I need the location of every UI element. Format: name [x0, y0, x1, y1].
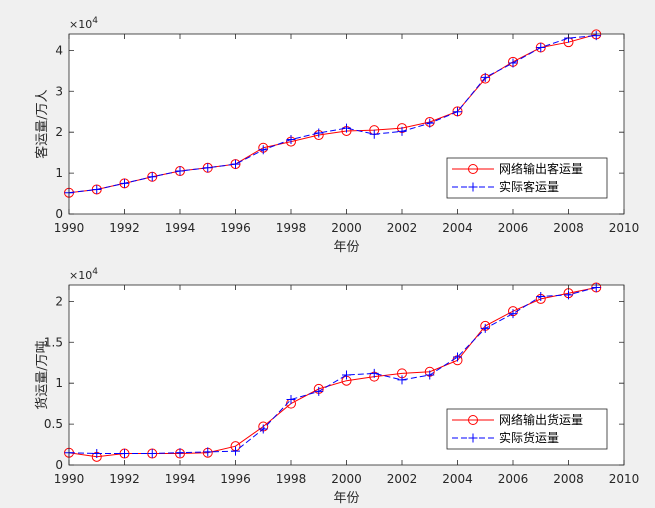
- x-tick-label: 2000: [331, 472, 362, 486]
- y-tick-label: 3: [55, 84, 63, 98]
- x-tick-label: 2002: [387, 221, 418, 235]
- data-point: [231, 159, 240, 169]
- passenger-chart: 1990 1992 1994 1996 1998 2000 2002 2004 2006 2008…: [34, 16, 639, 255]
- data-point: [286, 135, 296, 145]
- data-point: [591, 31, 601, 41]
- x-tick-label: 2010: [609, 221, 640, 235]
- data-point: [258, 424, 268, 434]
- data-point: [92, 449, 102, 459]
- legend-label: 网络输出货运量: [499, 412, 583, 427]
- y-tick-label: 0: [55, 207, 63, 221]
- data-point: [92, 184, 102, 194]
- legend-marker: [468, 433, 478, 443]
- data-point: [231, 446, 240, 456]
- x-tick-label: 1998: [276, 221, 307, 235]
- x-tick-label: 2004: [442, 472, 473, 486]
- x-tick-label: 1998: [276, 472, 307, 486]
- data-point: [453, 107, 462, 117]
- x-axis-label: 年份: [333, 491, 359, 506]
- y-tick-label: 2: [55, 125, 63, 139]
- y-tick-label: 0: [55, 458, 63, 472]
- data-point: [564, 290, 573, 300]
- x-tick-label: 2006: [498, 472, 529, 486]
- data-point: [314, 386, 324, 396]
- data-point: [369, 129, 379, 139]
- legend-marker: [468, 182, 478, 192]
- y-exponent-base: ×10: [69, 269, 92, 282]
- data-point: [369, 368, 379, 378]
- data-point: [480, 323, 490, 333]
- y-tick-label: 0.5: [44, 417, 63, 431]
- x-tick-label: 2010: [609, 472, 640, 486]
- y-tick-label: 1: [55, 166, 63, 180]
- series-line-1: [68, 287, 597, 454]
- y-exponent: ×104: [69, 16, 98, 31]
- data-point: [175, 448, 185, 458]
- data-point: [175, 166, 185, 176]
- data-point: [147, 449, 157, 459]
- y-exponent-power: 4: [92, 267, 98, 277]
- x-tick-label: 1992: [109, 472, 140, 486]
- data-point: [480, 72, 490, 82]
- data-point: [342, 123, 351, 133]
- data-point: [258, 145, 268, 155]
- legend-label: 实际货运量: [499, 430, 559, 445]
- y-axis-label: 货运量/万吨: [34, 340, 50, 409]
- x-tick-label: 1990: [54, 472, 85, 486]
- legend-marker: [468, 415, 478, 425]
- data-point: [203, 447, 213, 457]
- data-point: [397, 375, 407, 385]
- y-tick-label: 4: [55, 43, 63, 57]
- legend-label: 网络输出客运量: [499, 161, 583, 176]
- data-point: [508, 58, 518, 68]
- data-point: [120, 178, 129, 188]
- x-axis-label: 年份: [333, 240, 359, 255]
- series-line-1: [68, 35, 597, 194]
- data-point: [425, 118, 435, 128]
- x-tick-label: 1994: [165, 472, 196, 486]
- y-exponent-power: 4: [92, 16, 98, 26]
- x-tick-label: 1992: [109, 221, 140, 235]
- y-tick-label: 2: [55, 294, 63, 308]
- data-point: [342, 370, 351, 380]
- data-point: [397, 126, 407, 136]
- data-point: [536, 43, 546, 52]
- data-point: [591, 282, 601, 292]
- x-tick-label: 2004: [442, 221, 473, 235]
- data-point: [536, 291, 546, 301]
- y-exponent: ×104: [69, 267, 98, 282]
- data-point: [203, 163, 213, 173]
- y-tick-label: 1: [55, 376, 63, 390]
- x-tick-label: 2000: [331, 221, 362, 235]
- data-point: [147, 172, 157, 182]
- data-point: [314, 128, 324, 138]
- x-tick-label: 2008: [553, 472, 584, 486]
- data-point: [425, 370, 435, 380]
- freight-chart: 1990 1992 1994 1996 1998 2000 2002 2004 2006 2008…: [34, 267, 639, 506]
- x-tick-label: 1996: [220, 472, 251, 486]
- data-point: [286, 395, 296, 405]
- x-tick-label: 2002: [387, 472, 418, 486]
- data-point: [508, 309, 518, 319]
- data-point: [453, 352, 462, 362]
- y-exponent-base: ×10: [69, 18, 92, 31]
- x-tick-label: 1994: [165, 221, 196, 235]
- x-tick-label: 2008: [553, 221, 584, 235]
- legend-marker: [468, 164, 478, 174]
- x-tick-label: 1996: [220, 221, 251, 235]
- x-tick-label: 2006: [498, 221, 529, 235]
- x-tick-label: 1990: [54, 221, 85, 235]
- legend-label: 实际客运量: [499, 179, 559, 194]
- data-point: [120, 449, 129, 459]
- y-tick-label: 1.5: [44, 335, 63, 349]
- y-axis-label: 客运量/万人: [34, 89, 50, 158]
